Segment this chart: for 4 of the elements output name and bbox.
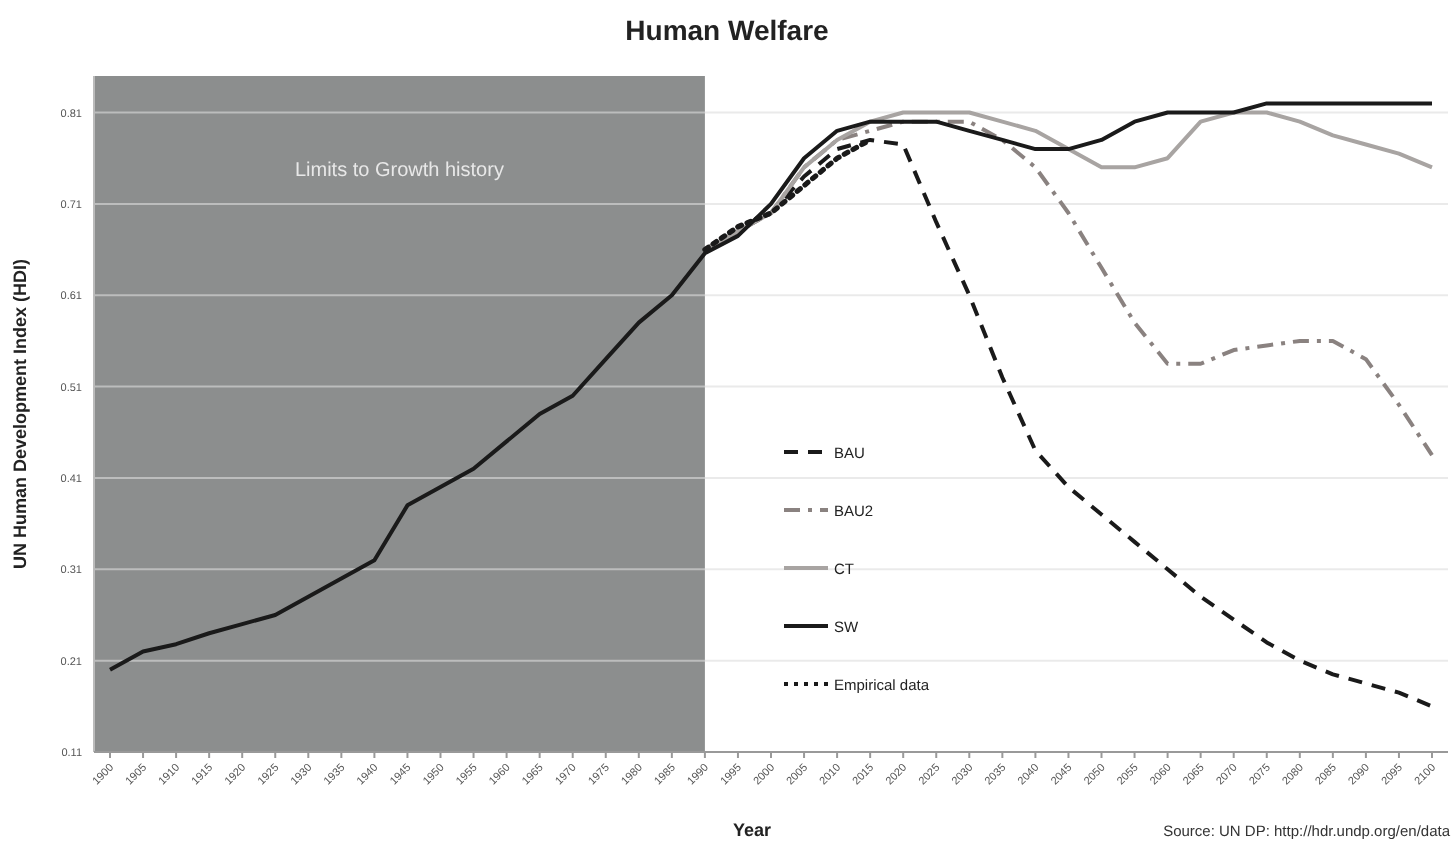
y-axis-title: UN Human Development Index (HDI) [10,258,30,570]
x-axis-title: Year [732,820,772,840]
band-label: Limits to Growth history [294,160,504,182]
chart-title: Human Welfare [625,14,830,46]
